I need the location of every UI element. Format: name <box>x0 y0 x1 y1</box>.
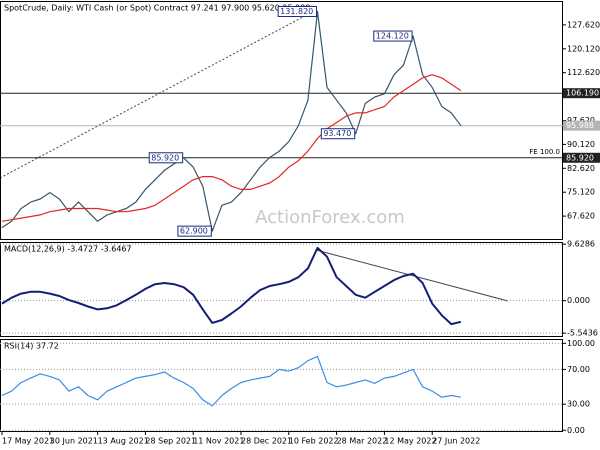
y-tick-label: 75.120 <box>567 188 595 197</box>
series-line <box>1 74 462 222</box>
macd-trend-line <box>315 249 509 302</box>
y-tick-label: 0.00 <box>567 426 585 435</box>
panel-frame <box>0 1 563 240</box>
y-tick-label: 0.000 <box>567 296 590 305</box>
level-label-box <box>563 120 600 131</box>
y-tick-label: 127.620 <box>567 20 600 29</box>
price-label-box <box>277 6 317 18</box>
y-tick-label: 90.120 <box>567 140 595 149</box>
panel-frame <box>0 339 563 432</box>
x-tick-label: 27 Jun 2022 <box>432 437 480 446</box>
y-tick-label: 9.6286 <box>567 240 595 249</box>
y-tick-label: 30.00 <box>567 400 590 409</box>
price-label: 62.900 <box>180 227 208 236</box>
macd-title: MACD(12,26,9) -3.4727 -3.6467 <box>4 245 132 254</box>
y-tick-label: 97.620 <box>567 116 595 125</box>
price-label-box <box>373 30 413 42</box>
panel-frame <box>0 242 563 337</box>
y-tick-label: 70.00 <box>567 365 590 374</box>
y-tick-label: 82.620 <box>567 164 595 173</box>
price-label-box <box>148 152 184 164</box>
x-tick-label: 12 May 2022 <box>384 437 436 446</box>
x-tick-label: 10 Feb 2022 <box>289 437 339 446</box>
y-tick-label: 112.620 <box>567 68 600 77</box>
price-label: 131.820 <box>280 7 313 16</box>
x-tick-label: 30 Jun 2021 <box>50 437 98 446</box>
price-title: SpotCrude, Daily: WTI Cash (or Spot) Con… <box>4 4 310 13</box>
y-tick-label: 120.120 <box>567 44 600 53</box>
price-label-box <box>177 225 212 237</box>
y-tick-label: 67.620 <box>567 212 595 221</box>
price-label: 93.470 <box>323 129 351 138</box>
level-label: 85.920 <box>566 153 594 162</box>
series-line <box>1 10 462 232</box>
x-tick-label: 28 Dec 2021 <box>241 437 292 446</box>
price-label-box <box>320 128 356 140</box>
rsi-title: RSI(14) 37.72 <box>4 342 59 351</box>
price-label: 85.920 <box>151 153 179 162</box>
x-tick-label: 11 Nov 2021 <box>193 437 244 446</box>
level-label: 106.190 <box>566 89 599 98</box>
y-tick-label: -5.5436 <box>567 329 598 338</box>
y-tick-label: 100.00 <box>567 339 595 348</box>
x-tick-label: 28 Sep 2021 <box>145 437 196 446</box>
series-line <box>1 246 462 326</box>
fe-label: FE 100.0 <box>529 148 560 156</box>
watermark: ActionForex.com <box>255 207 405 228</box>
x-tick-label: 13 Aug 2021 <box>98 437 149 446</box>
price-label: 124.120 <box>376 32 409 41</box>
level-label: 95.988 <box>566 121 594 130</box>
series-line <box>1 355 462 407</box>
level-label-box <box>563 88 600 99</box>
x-tick-label: 17 May 2021 <box>2 437 54 446</box>
x-tick-label: 28 Mar 2022 <box>337 437 388 446</box>
level-label-box <box>563 152 600 163</box>
